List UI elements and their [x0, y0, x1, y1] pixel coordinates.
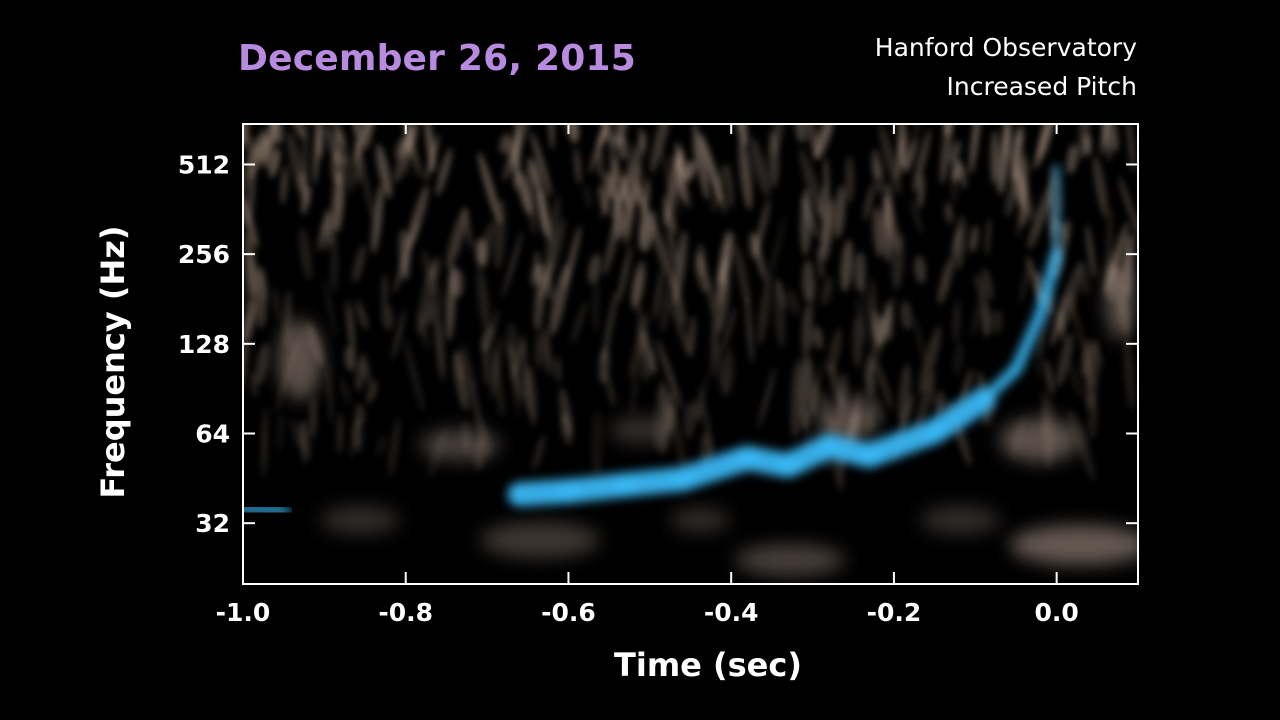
observatory-label: Hanford Observatory	[874, 33, 1137, 62]
x-tick-label: -0.8	[378, 598, 433, 627]
signal-point	[865, 451, 874, 460]
signal-point	[784, 461, 793, 470]
signal-point	[515, 490, 524, 499]
signal-point	[564, 487, 573, 496]
signal-point	[621, 480, 630, 489]
noise-texture	[243, 124, 1138, 576]
event-date: December 26, 2015	[238, 38, 636, 79]
signal-point	[979, 395, 988, 404]
x-tick-label: -0.4	[704, 598, 759, 627]
y-tick-label: 256	[178, 240, 230, 269]
x-tick-label: -0.6	[541, 598, 596, 627]
y-tick-label: 32	[195, 509, 230, 538]
signal-point	[824, 442, 833, 451]
y-axis-title: Frequency (Hz)	[94, 225, 132, 498]
signal-point	[1054, 252, 1059, 257]
x-tick-label: -1.0	[216, 598, 271, 627]
x-tick-label: -0.2	[867, 598, 922, 627]
x-axis-title: Time (sec)	[614, 646, 802, 684]
x-tick-label: 0.0	[1034, 598, 1078, 627]
plot-frame	[242, 123, 1139, 585]
y-tick-label: 512	[178, 150, 230, 179]
signal-segment	[922, 387, 996, 444]
signal-point	[678, 475, 687, 484]
signal-point	[930, 427, 939, 436]
y-tick-label: 128	[178, 330, 230, 359]
signal-segment	[1010, 309, 1046, 375]
signal-point	[743, 453, 752, 462]
tick-labels: -1.0 -0.8 -0.6 -0.4 -0.2 0.0 32 64 128 256 512	[178, 150, 1079, 627]
detector-caption: Hanford Observatory Increased Pitch	[875, 28, 1137, 106]
signal-point	[1054, 165, 1059, 170]
signal-segment	[1034, 248, 1063, 321]
signal-segment	[977, 363, 1022, 406]
low-frequency-segment	[243, 500, 291, 519]
signal-layer	[243, 165, 1063, 519]
pitch-mode-label: Increased Pitch	[946, 72, 1137, 101]
signal-point	[1036, 310, 1045, 319]
y-tick-label: 64	[195, 420, 230, 449]
signal-point	[1011, 365, 1020, 374]
